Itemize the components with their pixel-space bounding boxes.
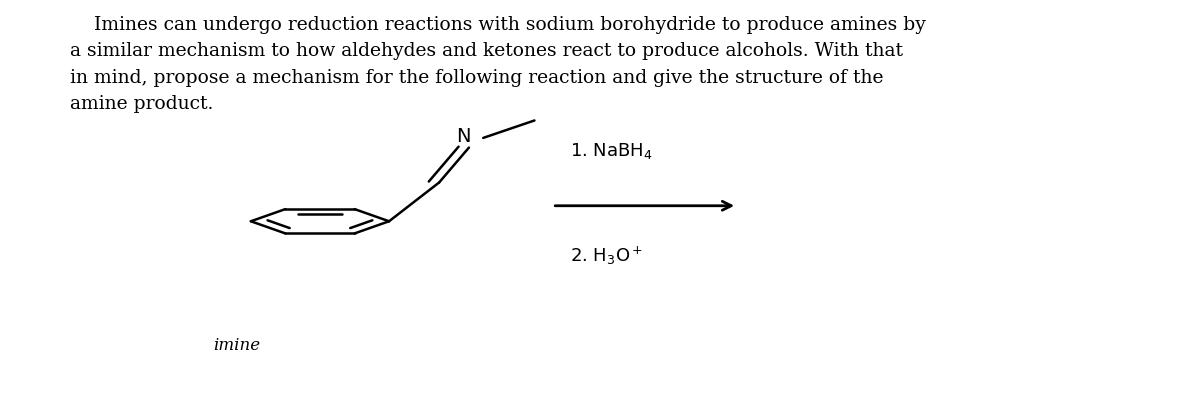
Text: 1. NaBH$_4$: 1. NaBH$_4$	[570, 141, 653, 162]
Text: Imines can undergo reduction reactions with sodium borohydride to produce amines: Imines can undergo reduction reactions w…	[70, 16, 925, 113]
Text: imine: imine	[212, 337, 260, 354]
Text: 2. H$_3$O$^+$: 2. H$_3$O$^+$	[570, 245, 643, 267]
Text: N: N	[456, 127, 470, 146]
